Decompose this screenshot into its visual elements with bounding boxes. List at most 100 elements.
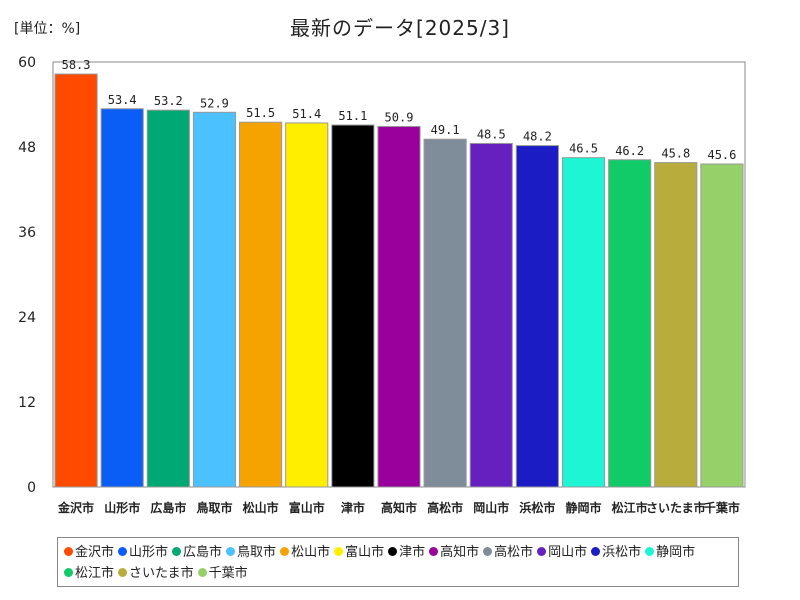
legend-dot-icon: [64, 547, 73, 556]
legend-item: 高知市: [429, 542, 479, 563]
legend-label: さいたま市: [129, 566, 194, 581]
legend-item: 津市: [388, 542, 425, 563]
bar: [700, 163, 744, 488]
bar: [515, 145, 559, 488]
y-tick-label: 0: [27, 480, 36, 496]
x-tick-label: さいたま市: [646, 500, 706, 515]
chart-title: 最新のデータ[2025/3]: [290, 16, 510, 40]
x-tick-label: 高知市: [381, 500, 417, 515]
bar: [423, 138, 467, 488]
legend-dot-icon: [118, 547, 128, 556]
legend-label: 広島市: [183, 545, 223, 560]
bar: [146, 109, 190, 488]
legend-item: 松山市: [280, 542, 330, 563]
bar: [331, 124, 375, 488]
legend-dot-icon: [197, 568, 207, 577]
bar: [561, 157, 606, 488]
legend-label: 静岡市: [656, 545, 696, 560]
legend-label: 金沢市: [75, 545, 115, 560]
data-label: 58.3: [62, 58, 91, 72]
data-label: 53.4: [108, 93, 137, 107]
y-tick-label: 60: [18, 55, 36, 71]
legend-dot-icon: [172, 547, 182, 556]
legend-dot-icon: [388, 547, 398, 556]
bar: [654, 162, 698, 488]
legend-dot-icon: [64, 568, 73, 577]
bar: [54, 73, 98, 488]
data-label: 50.9: [385, 110, 414, 124]
legend-label: 浜松市: [602, 545, 642, 560]
legend-item: 静岡市: [645, 542, 695, 563]
x-tick-label: 山形市: [104, 500, 140, 515]
bar: [100, 108, 144, 488]
legend-item: 山形市: [118, 542, 168, 563]
legend-dot-icon: [334, 547, 344, 556]
x-tick-label: 富山市: [289, 500, 325, 515]
y-tick-label: 24: [18, 310, 36, 326]
legend-label: 津市: [399, 545, 426, 560]
x-tick-label: 金沢市: [57, 500, 94, 515]
legend-dot-icon: [429, 547, 439, 556]
x-tick-label: 浜松市: [519, 500, 555, 515]
bar: [192, 111, 237, 488]
y-tick-label: 12: [18, 395, 36, 411]
data-label: 51.5: [246, 106, 275, 120]
x-tick-label: 広島市: [150, 500, 186, 515]
legend-dot-icon: [483, 547, 493, 556]
legend-item: 富山市: [334, 542, 384, 563]
unit-label: [単位：%]: [14, 21, 81, 37]
legend-label: 松江市: [75, 566, 115, 581]
y-tick-label: 48: [18, 140, 36, 156]
legend-item: 千葉市: [197, 563, 248, 584]
x-tick-label: 鳥取市: [196, 500, 232, 515]
legend-item: 鳥取市: [226, 542, 276, 563]
legend-label: 高松市: [494, 545, 534, 560]
data-label: 46.2: [615, 144, 644, 158]
legend-dot-icon: [591, 547, 601, 556]
data-label: 51.1: [338, 109, 367, 123]
legend-item: 岡山市: [537, 542, 587, 563]
data-label: 48.2: [523, 130, 552, 144]
legend-dot-icon: [280, 547, 290, 556]
data-label: 53.2: [154, 94, 183, 108]
legend-label: 松山市: [291, 545, 331, 560]
bar: [469, 142, 513, 488]
bar: [239, 121, 283, 488]
legend-item: 広島市: [172, 542, 222, 563]
legend-label: 富山市: [345, 545, 385, 560]
data-label: 52.9: [200, 96, 229, 110]
x-tick-label: 高松市: [427, 500, 463, 515]
x-tick-label: 千葉市: [704, 500, 740, 515]
x-tick-label: 静岡市: [566, 500, 602, 515]
legend-item: 松江市: [64, 563, 114, 584]
data-label: 48.5: [477, 127, 506, 141]
y-tick-label: 36: [18, 225, 36, 241]
x-tick-label: 松山市: [243, 500, 279, 515]
data-label: 45.8: [661, 147, 690, 161]
legend-dot-icon: [645, 547, 655, 556]
bar-chart: 0 12 24 36 48 60 58.3 金沢市 53.4 山形市 53.2 広島市 52.9 鳥取市 5…: [18, 55, 746, 515]
bar: [608, 159, 652, 488]
legend-label: 千葉市: [208, 566, 248, 581]
data-label: 46.5: [569, 142, 598, 156]
bar: [285, 122, 329, 488]
x-tick-label: 岡山市: [473, 500, 509, 515]
legend-item: 浜松市: [591, 542, 641, 563]
legend-item: さいたま市: [118, 563, 194, 584]
data-label: 45.6: [707, 148, 736, 162]
data-label: 49.1: [431, 123, 460, 137]
legend-label: 高知市: [440, 545, 480, 560]
bar: [377, 125, 421, 488]
legend-label: 鳥取市: [237, 545, 277, 560]
x-tick-label: 松江市: [612, 500, 648, 515]
legend-dot-icon: [226, 547, 236, 556]
legend: 金沢市 山形市 広島市 鳥取市 松山市 富山市 津市 高知市 高松市 岡山市 浜松市 静岡市松江市 さい…: [57, 537, 739, 587]
legend-dot-icon: [537, 547, 547, 556]
legend-item: 高松市: [483, 542, 533, 563]
legend-item: 金沢市: [64, 542, 114, 563]
data-label: 51.4: [292, 107, 321, 121]
legend-label: 岡山市: [548, 545, 588, 560]
legend-dot-icon: [118, 568, 128, 577]
legend-label: 山形市: [129, 545, 169, 560]
x-tick-label: 津市: [341, 500, 365, 515]
